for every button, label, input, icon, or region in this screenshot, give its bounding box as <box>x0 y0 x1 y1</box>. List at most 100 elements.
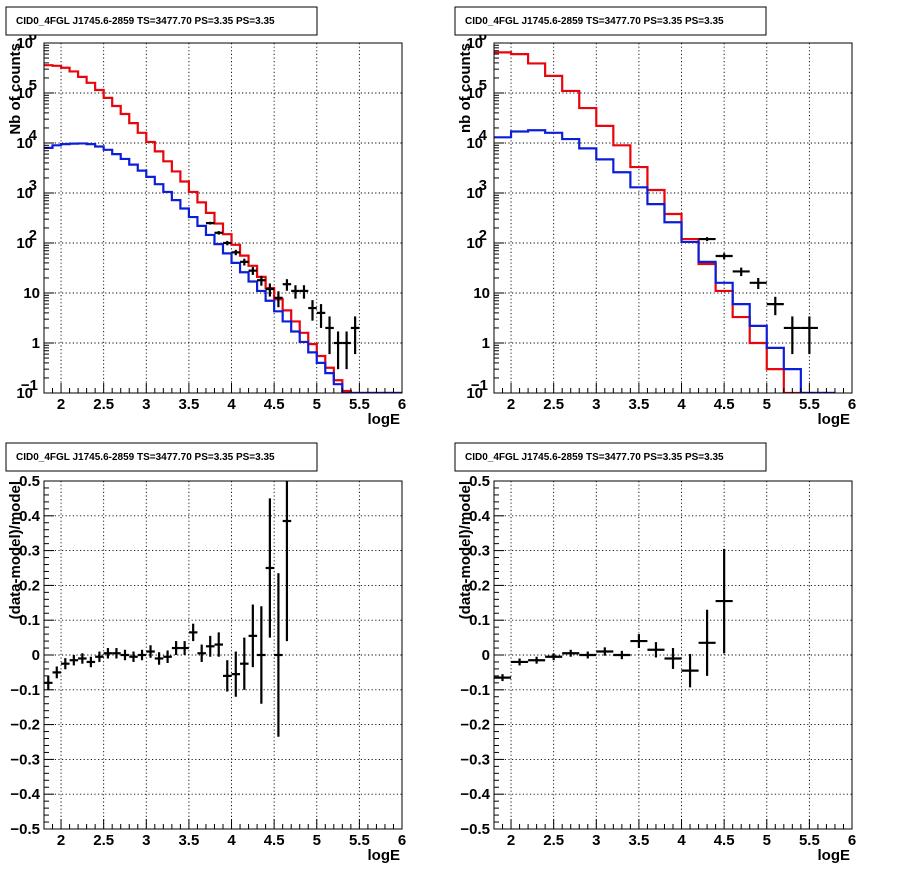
y-tick-exponent: 2 <box>479 227 487 244</box>
x-tick-label: 4 <box>677 396 686 413</box>
y-tick-label: 10 <box>466 135 483 152</box>
y-axis-label: nb of counts <box>457 43 474 133</box>
x-tick-label: 5 <box>763 396 771 413</box>
chart-title: CID0_4FGL J1745.6-2859 TS=3477.70 PS=3.3… <box>465 16 724 27</box>
data-point <box>214 632 223 657</box>
chart-title: CID0_4FGL J1745.6-2859 TS=3477.70 PS=3.3… <box>16 452 275 463</box>
data-point <box>579 651 597 659</box>
y-tick-label: 0.3 <box>469 543 490 560</box>
plot-frame <box>43 42 403 394</box>
data-point <box>783 316 801 355</box>
data-point <box>180 641 189 655</box>
y-tick-label: 10 <box>16 35 33 52</box>
data-point <box>333 331 343 370</box>
x-tick-label: 5.5 <box>349 832 370 849</box>
y-tick-label: 1 <box>32 335 40 352</box>
data-point <box>197 644 206 662</box>
chart-panel-1: 2 2.5 3 3.5 4 4.5 5 5.5 6logE10−1110102103104105… <box>5 6 406 428</box>
x-tick-label: 6 <box>848 832 856 849</box>
y-axis-label: (data-model)/model <box>457 481 474 619</box>
y-tick-exponent: 5 <box>479 77 487 94</box>
x-tick-label: 5.5 <box>799 832 820 849</box>
x-tick-label: 4 <box>227 832 236 849</box>
data-point <box>647 642 665 658</box>
x-tick-label: 4 <box>227 396 236 413</box>
data-point <box>129 651 138 662</box>
data-point <box>163 650 172 664</box>
x-tick-label: 5 <box>763 832 771 849</box>
y-axis: −0.5 −0.4 −0.3 −0.2 −0.1 0 0.1 0.2 0.3 0.4 0.5(dat… <box>7 473 54 838</box>
data-point <box>528 656 546 664</box>
x-tick-label: 2.5 <box>543 396 564 413</box>
data-point <box>698 237 716 242</box>
x-tick-label: 2.5 <box>93 832 114 849</box>
data-point <box>265 498 275 638</box>
x-tick-label: 4 <box>677 832 686 849</box>
data-point <box>240 637 249 690</box>
x-tick-label: 2.5 <box>93 396 114 413</box>
title-box <box>454 6 767 36</box>
x-tick-label: 4.5 <box>264 832 285 849</box>
x-tick-label: 3 <box>142 832 150 849</box>
data-point <box>715 253 733 260</box>
y-tick-label: −0.3 <box>460 751 490 768</box>
data-point <box>86 656 96 668</box>
x-tick-label: 6 <box>398 396 406 413</box>
x-axis-label: logE <box>818 847 851 864</box>
data-point <box>154 652 164 665</box>
x-tick-label: 5 <box>313 396 321 413</box>
data-point <box>630 634 648 649</box>
y-tick-exponent: 5 <box>29 77 37 94</box>
y-tick-label: 10 <box>16 235 33 252</box>
x-tick-label: 6 <box>848 396 856 413</box>
data-point <box>146 645 155 658</box>
x-tick-label: 3.5 <box>178 396 199 413</box>
data-point <box>350 316 360 355</box>
data-point <box>494 674 512 682</box>
y-tick-label: −0.1 <box>460 682 490 699</box>
data-point <box>282 481 292 642</box>
data-point <box>69 655 79 666</box>
y-axis-label: (data-model)/model <box>7 481 24 619</box>
data-point <box>511 658 529 666</box>
data-point <box>545 653 563 661</box>
y-tick-label: 10 <box>16 135 33 152</box>
grid <box>44 43 402 393</box>
data-point <box>596 647 614 656</box>
data-point <box>308 300 317 321</box>
y-tick-label: 0.1 <box>19 612 40 629</box>
data-point <box>61 658 70 670</box>
x-tick-label: 4.5 <box>714 832 735 849</box>
y-tick-label: −0.5 <box>460 821 490 838</box>
y-tick-label: 0.5 <box>19 473 40 490</box>
y-tick-label: 0.3 <box>19 543 40 560</box>
data-point <box>291 285 300 299</box>
y-tick-label: 10 <box>466 185 483 202</box>
x-tick-label: 5.5 <box>799 396 820 413</box>
data-point <box>171 641 181 655</box>
y-tick-label: 10 <box>466 85 483 102</box>
data-point <box>248 267 258 275</box>
data-points <box>205 221 360 370</box>
x-tick-label: 2 <box>57 396 65 413</box>
x-tick-label: 3.5 <box>178 832 199 849</box>
x-tick-label: 2 <box>507 832 515 849</box>
data-point <box>800 316 818 355</box>
grid <box>44 481 402 829</box>
data-point <box>613 650 631 660</box>
x-tick-label: 3 <box>592 832 600 849</box>
data-point <box>274 573 283 737</box>
y-tick-label: 0 <box>32 647 40 664</box>
y-axis-label: Nb of counts <box>7 43 24 135</box>
data-point <box>248 604 258 668</box>
histogram-red <box>44 64 402 393</box>
y-axis: −0.5 −0.4 −0.3 −0.2 −0.1 0 0.1 0.2 0.3 0.4 0.5(dat… <box>457 473 504 838</box>
data-point <box>257 606 266 704</box>
data-point <box>223 240 232 246</box>
x-tick-label: 3 <box>142 396 150 413</box>
chart-title: CID0_4FGL J1745.6-2859 TS=3477.70 PS=3.3… <box>465 452 724 463</box>
data-point <box>205 221 215 225</box>
x-tick-label: 3.5 <box>628 832 649 849</box>
data-point <box>205 635 215 657</box>
